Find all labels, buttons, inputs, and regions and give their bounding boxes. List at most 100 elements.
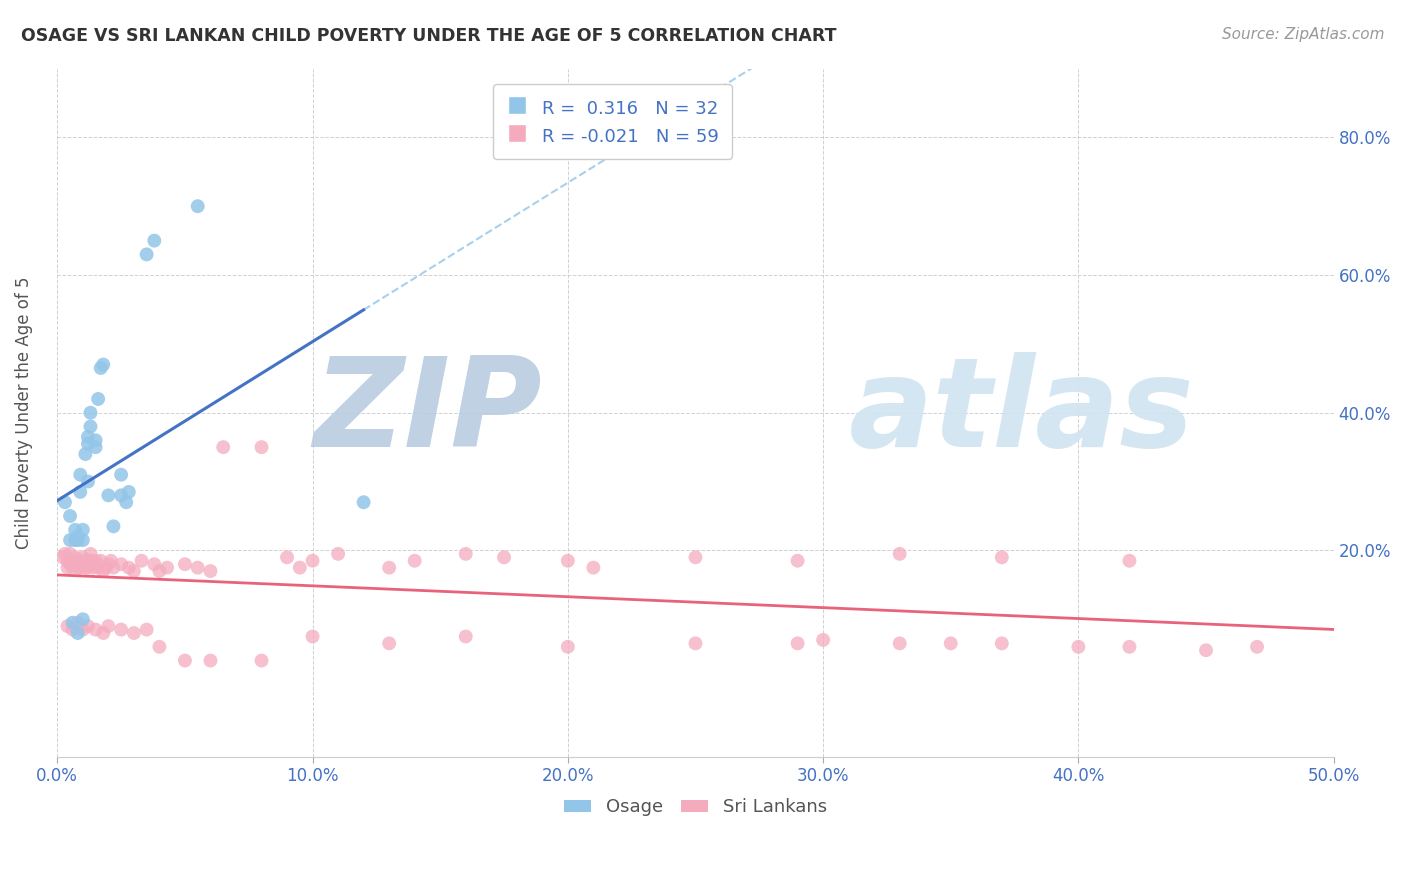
Point <box>811 632 834 647</box>
Point <box>187 199 209 213</box>
Point <box>135 247 157 261</box>
Text: atlas: atlas <box>849 352 1194 474</box>
Point <box>378 560 401 574</box>
Point <box>250 654 273 668</box>
Point <box>72 533 94 547</box>
Point <box>59 533 82 547</box>
Point <box>122 626 145 640</box>
Point <box>143 558 166 572</box>
Point <box>301 554 323 568</box>
Point <box>79 406 101 420</box>
Point <box>148 564 170 578</box>
Point <box>91 626 114 640</box>
Text: ZIP: ZIP <box>314 352 543 474</box>
Y-axis label: Child Poverty Under the Age of 5: Child Poverty Under the Age of 5 <box>15 277 32 549</box>
Point <box>685 550 707 565</box>
Point <box>991 636 1014 650</box>
Point <box>889 636 911 650</box>
Point <box>59 508 82 523</box>
Point <box>66 560 89 574</box>
Point <box>103 519 125 533</box>
Point <box>84 554 107 568</box>
Point <box>77 475 100 489</box>
Point <box>75 558 97 572</box>
Point <box>69 560 91 574</box>
Point <box>1118 554 1140 568</box>
Point <box>156 560 179 574</box>
Point <box>582 560 605 574</box>
Point <box>56 554 79 568</box>
Point <box>56 619 79 633</box>
Point <box>77 436 100 450</box>
Point <box>174 654 197 668</box>
Point <box>62 615 84 630</box>
Point <box>991 550 1014 565</box>
Point <box>53 547 76 561</box>
Point <box>72 558 94 572</box>
Point <box>75 560 97 574</box>
Point <box>84 434 107 448</box>
Point <box>118 560 141 574</box>
Point <box>51 550 73 565</box>
Point <box>79 419 101 434</box>
Point <box>69 467 91 482</box>
Point <box>77 430 100 444</box>
Point <box>84 623 107 637</box>
Point <box>122 564 145 578</box>
Point <box>62 623 84 637</box>
Point <box>94 560 117 574</box>
Point <box>62 560 84 574</box>
Point <box>200 564 222 578</box>
Point <box>118 484 141 499</box>
Point <box>72 612 94 626</box>
Point <box>212 440 235 454</box>
Text: Source: ZipAtlas.com: Source: ZipAtlas.com <box>1222 27 1385 42</box>
Point <box>77 554 100 568</box>
Point <box>84 558 107 572</box>
Point <box>110 488 132 502</box>
Point <box>786 554 808 568</box>
Point <box>103 560 125 574</box>
Point <box>69 484 91 499</box>
Point <box>1195 643 1218 657</box>
Point <box>59 558 82 572</box>
Point <box>91 358 114 372</box>
Point <box>454 547 477 561</box>
Point <box>84 440 107 454</box>
Point <box>200 654 222 668</box>
Point <box>56 560 79 574</box>
Point <box>79 547 101 561</box>
Point <box>276 550 298 565</box>
Point <box>557 640 579 654</box>
Point <box>63 523 86 537</box>
Point <box>889 547 911 561</box>
Point <box>326 547 349 561</box>
Point <box>135 623 157 637</box>
Point <box>66 615 89 630</box>
Point <box>77 560 100 574</box>
Text: OSAGE VS SRI LANKAN CHILD POVERTY UNDER THE AGE OF 5 CORRELATION CHART: OSAGE VS SRI LANKAN CHILD POVERTY UNDER … <box>21 27 837 45</box>
Point <box>87 392 110 406</box>
Point <box>59 547 82 561</box>
Point <box>110 623 132 637</box>
Point <box>72 623 94 637</box>
Point <box>131 554 153 568</box>
Point <box>66 530 89 544</box>
Point <box>91 564 114 578</box>
Point <box>353 495 375 509</box>
Legend: Osage, Sri Lankans: Osage, Sri Lankans <box>557 791 834 823</box>
Point <box>939 636 962 650</box>
Point <box>72 523 94 537</box>
Point <box>143 234 166 248</box>
Point <box>97 558 120 572</box>
Point <box>69 554 91 568</box>
Point <box>1246 640 1268 654</box>
Point <box>115 495 138 509</box>
Point <box>79 554 101 568</box>
Point <box>63 550 86 565</box>
Point <box>110 558 132 572</box>
Point <box>87 560 110 574</box>
Point <box>75 447 97 461</box>
Point <box>90 361 112 376</box>
Point <box>62 554 84 568</box>
